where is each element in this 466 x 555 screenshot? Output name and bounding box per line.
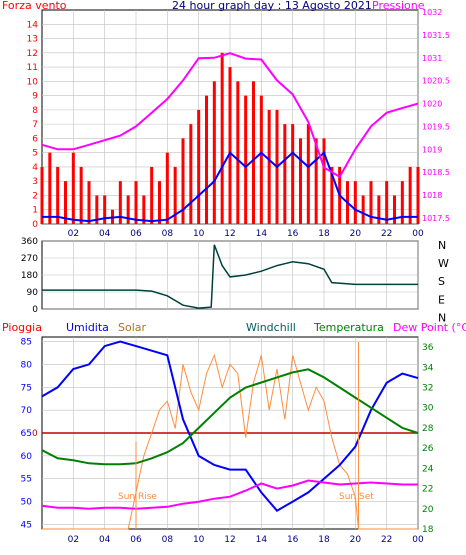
label-windchill: Windchill (246, 321, 296, 334)
top-x-tick-label: 00 (412, 229, 424, 239)
bottom-left-tick-label: 75 (21, 383, 32, 393)
top-right-tick-label: 1020 (422, 100, 442, 109)
top-left-tick-label: 6 (32, 134, 38, 144)
bottom-x-tick-label: 20 (350, 535, 362, 545)
pressure-line (41, 52, 419, 179)
top-x-tick-label: 18 (318, 229, 330, 239)
bottom-left-tick-label: 65 (21, 429, 32, 439)
top-left-tick-label: 0 (32, 220, 38, 230)
bottom-right-tick-label: 20 (422, 505, 434, 515)
top-left-tick-label: 10 (27, 77, 39, 87)
bottom-left-tick-label: 50 (21, 498, 33, 508)
gust-line (42, 150, 418, 223)
bottom-left-tick-label: 55 (21, 475, 32, 485)
top-left-tick-label: 11 (27, 63, 38, 73)
temperature-line (41, 368, 419, 466)
bottom-x-tick-label: 08 (162, 535, 174, 545)
top-x-tick-label: 12 (224, 229, 235, 239)
top-right-tick-label: 1019.5 (422, 122, 450, 131)
bottom-right-tick-label: 32 (422, 384, 433, 394)
top-x-tick-label: 08 (162, 229, 174, 239)
winddir-compass-label: E (438, 293, 445, 306)
sunset-label: Sun Set (339, 492, 374, 502)
winddir-tick-label: 180 (21, 271, 38, 281)
bottom-left-tick-label: 80 (21, 360, 33, 370)
winddir-compass-label: N (438, 311, 446, 324)
winddir-tick-label: 90 (27, 288, 39, 298)
top-left-tick-label: 9 (32, 92, 38, 102)
winddir-line (42, 244, 418, 309)
bottom-x-tick-label: 06 (130, 535, 142, 545)
bottom-right-tick-label: 22 (422, 485, 433, 495)
bottom-right-tick-label: 36 (422, 343, 434, 353)
bottom-left-tick-label: 70 (21, 406, 33, 416)
top-left-tick-label: 4 (32, 163, 38, 173)
top-right-tick-label: 1032 (422, 8, 442, 17)
top-x-tick-label: 04 (99, 229, 111, 239)
top-left-tick-label: 2 (32, 191, 38, 201)
top-right-tick-label: 1031.5 (422, 31, 450, 40)
bottom-right-tick-label: 28 (422, 424, 434, 434)
bottom-right-tick-label: 30 (422, 404, 434, 414)
label-dewpoint: Dew Point (°C) (393, 321, 466, 334)
bottom-x-tick-label: 22 (381, 535, 392, 545)
bottom-right-tick-label: 34 (422, 363, 434, 373)
top-left-tick-label: 3 (32, 177, 38, 187)
top-title: 24 hour graph day : 13 Agosto 2021 (172, 0, 372, 12)
solar-line (42, 353, 418, 530)
bottom-right-tick-label: 24 (422, 464, 434, 474)
bottom-x-tick-label: 18 (318, 535, 330, 545)
top-x-tick-label: 20 (350, 229, 362, 239)
top-right-tick-label: 1017.5 (422, 214, 450, 223)
bottom-x-tick-label: 02 (68, 535, 79, 545)
bottom-x-tick-label: 16 (287, 535, 299, 545)
top-right-tick-label: 1019 (422, 145, 442, 154)
winddir-compass-label: S (438, 275, 445, 288)
top-right-tick-label: 1018 (422, 191, 442, 200)
top-x-tick-label: 06 (130, 229, 142, 239)
bottom-x-tick-label: 14 (256, 535, 268, 545)
top-x-tick-label: 02 (68, 229, 79, 239)
winddir-tick-label: 0 (32, 305, 38, 315)
top-x-tick-label: 10 (193, 229, 205, 239)
bottom-left-tick-label: 45 (21, 520, 32, 530)
sunrise-label: Sun Rise (118, 492, 157, 502)
bottom-left-tick-label: 85 (21, 338, 32, 348)
top-left-tick-label: 5 (32, 149, 38, 159)
top-right-tick-label: 1018.5 (422, 168, 450, 177)
bottom-right-tick-label: 18 (422, 525, 434, 535)
bottom-x-tick-label: 04 (99, 535, 111, 545)
top-left-tick-label: 13 (27, 35, 38, 45)
bottom-x-tick-label: 12 (224, 535, 235, 545)
label-temperatura: Temperatura (313, 321, 384, 334)
bottom-x-tick-label: 00 (412, 535, 424, 545)
bottom-left-tick-label: 60 (21, 452, 33, 462)
winddir-compass-label: N (438, 239, 446, 252)
top-left-tick-label: 1 (32, 206, 38, 216)
rain-zero-label: 0 (32, 429, 38, 439)
top-left-label: Forza vento (2, 0, 67, 12)
top-right-tick-label: 1020.5 (422, 77, 450, 86)
label-solar: Solar (118, 321, 147, 334)
top-right-tick-label: 1031 (422, 54, 442, 63)
top-left-tick-label: 8 (32, 106, 38, 116)
top-left-tick-label: 14 (27, 20, 39, 30)
top-left-tick-label: 12 (27, 49, 38, 59)
label-umidita: Umidita (66, 321, 109, 334)
humidity-line (41, 340, 419, 512)
winddir-tick-label: 360 (21, 237, 38, 247)
winddir-compass-label: W (438, 257, 449, 270)
top-left-tick-label: 7 (32, 120, 38, 130)
bottom-x-tick-label: 10 (193, 535, 205, 545)
bottom-right-tick-label: 26 (422, 444, 434, 454)
label-pioggia: Pioggia (2, 321, 42, 334)
top-x-tick-label: 14 (256, 229, 268, 239)
top-x-tick-label: 16 (287, 229, 299, 239)
dewpoint-line (41, 479, 418, 510)
winddir-tick-label: 270 (21, 254, 38, 264)
top-right-label: Pressione (372, 0, 425, 12)
top-x-tick-label: 22 (381, 229, 392, 239)
